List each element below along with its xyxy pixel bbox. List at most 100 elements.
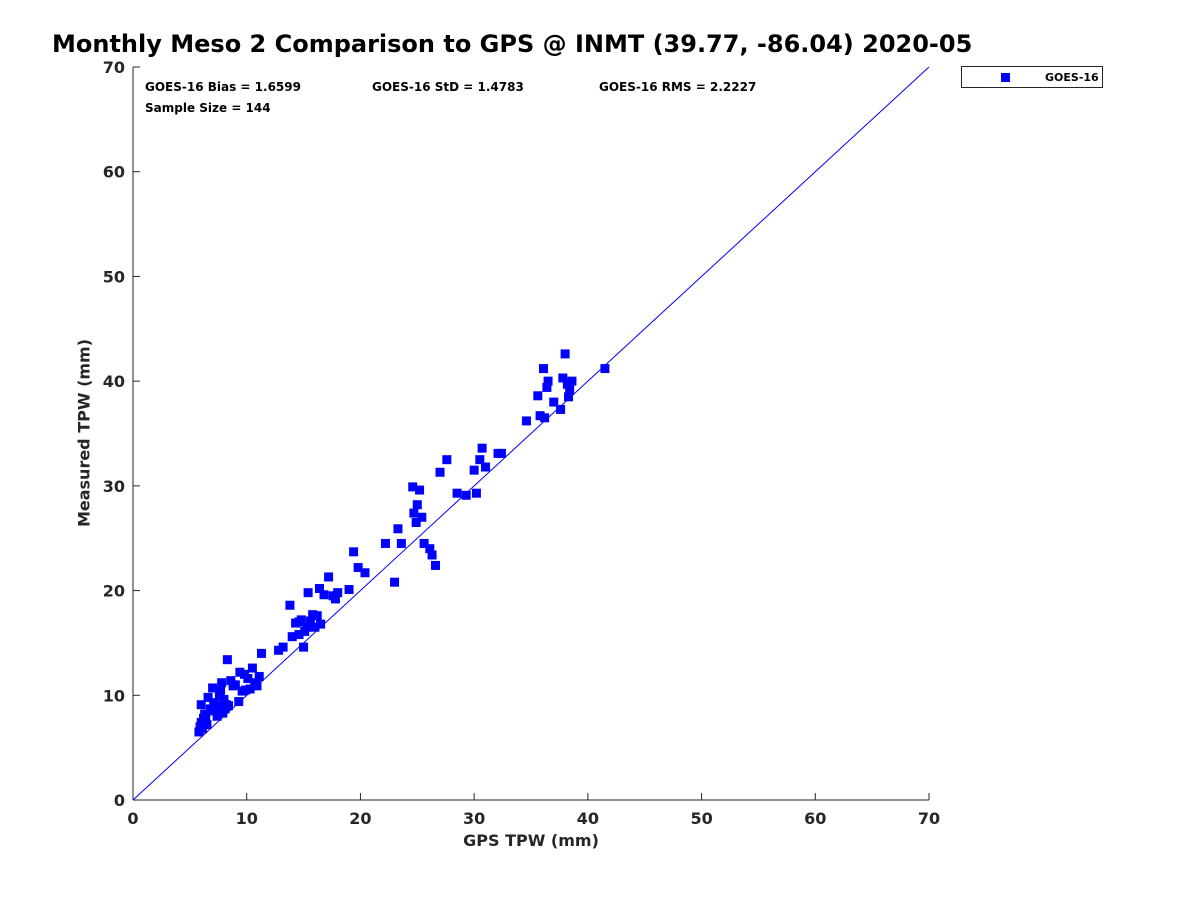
data-point — [239, 669, 249, 679]
data-point — [535, 411, 545, 421]
stat-std: GOES-16 StD = 1.4783 — [372, 80, 524, 94]
data-point — [221, 700, 231, 710]
data-point — [412, 500, 422, 510]
x-tick-label: 10 — [236, 809, 258, 828]
data-point — [196, 700, 206, 710]
data-point — [349, 547, 359, 557]
data-point — [521, 416, 531, 426]
data-point — [305, 616, 315, 626]
x-tick-label: 0 — [127, 809, 138, 828]
data-point — [567, 376, 577, 386]
data-point — [564, 392, 574, 402]
data-point — [330, 594, 340, 604]
data-point — [201, 711, 211, 721]
x-tick-label: 60 — [804, 809, 826, 828]
data-point — [241, 685, 251, 695]
data-point — [442, 455, 452, 465]
data-point — [216, 686, 226, 696]
data-point — [230, 680, 240, 690]
data-point — [203, 692, 213, 702]
data-point — [496, 448, 506, 458]
x-tick-label: 50 — [690, 809, 712, 828]
stat-sample-size: Sample Size = 144 — [145, 101, 271, 115]
data-point — [380, 538, 390, 548]
data-point — [245, 684, 255, 694]
data-point — [211, 702, 221, 712]
data-point — [390, 577, 400, 587]
data-point — [333, 588, 343, 598]
chart-title: Monthly Meso 2 Comparison to GPS @ INMT … — [52, 30, 973, 58]
data-point — [219, 694, 229, 704]
data-point — [461, 490, 471, 500]
data-point — [481, 462, 491, 472]
y-tick-label: 20 — [103, 582, 125, 601]
data-point — [205, 704, 215, 714]
x-tick-label: 70 — [918, 809, 940, 828]
data-point — [247, 663, 257, 673]
data-point — [226, 676, 236, 686]
data-point — [353, 563, 363, 573]
data-point — [202, 720, 212, 730]
data-point — [234, 697, 244, 707]
data-point — [256, 648, 266, 658]
data-point — [427, 550, 437, 560]
data-point — [302, 622, 312, 632]
data-point — [212, 711, 222, 721]
data-point — [600, 364, 610, 374]
data-point — [396, 538, 406, 548]
data-point — [310, 622, 320, 632]
data-point — [430, 560, 440, 570]
one-to-one-line — [132, 66, 930, 801]
data-point — [222, 655, 232, 665]
data-point — [475, 455, 485, 465]
data-point — [251, 679, 261, 689]
y-tick-label: 70 — [103, 58, 125, 77]
data-point — [319, 590, 329, 600]
data-point — [542, 382, 552, 392]
legend-entry-label: GOES-16 — [1045, 71, 1099, 84]
stat-bias: GOES-16 Bias = 1.6599 — [145, 80, 301, 94]
data-point — [217, 678, 227, 688]
data-point — [360, 568, 370, 578]
data-point — [419, 538, 429, 548]
data-point — [214, 691, 224, 701]
x-tick-label: 30 — [463, 809, 485, 828]
data-point — [435, 467, 445, 477]
data-point — [409, 508, 419, 518]
data-point — [452, 488, 462, 498]
data-point — [316, 619, 326, 629]
data-point — [560, 349, 570, 359]
data-point — [565, 385, 575, 395]
data-point — [415, 485, 425, 495]
data-point — [235, 667, 245, 677]
data-point — [477, 443, 487, 453]
y-tick-label: 40 — [103, 372, 125, 391]
data-point — [539, 364, 549, 374]
data-point — [543, 376, 553, 386]
data-point — [556, 404, 566, 414]
data-point — [417, 512, 427, 522]
data-point — [208, 683, 218, 693]
data-point — [408, 482, 418, 492]
data-point — [274, 645, 284, 655]
data-point — [303, 588, 313, 598]
data-point — [287, 632, 297, 642]
data-point — [254, 671, 264, 681]
x-tick-label: 20 — [349, 809, 371, 828]
data-point — [308, 610, 318, 620]
data-point — [344, 585, 354, 595]
data-point — [533, 391, 543, 401]
data-point — [299, 642, 309, 652]
data-point — [471, 488, 481, 498]
stat-rms: GOES-16 RMS = 2.2227 — [599, 80, 757, 94]
data-point — [324, 572, 334, 582]
data-point — [469, 465, 479, 475]
x-tick-label: 40 — [577, 809, 599, 828]
y-tick-label: 0 — [114, 791, 125, 810]
y-tick-label: 60 — [103, 163, 125, 182]
data-point — [314, 583, 324, 593]
y-tick-label: 10 — [103, 686, 125, 705]
x-axis-label: GPS TPW (mm) — [463, 831, 599, 850]
